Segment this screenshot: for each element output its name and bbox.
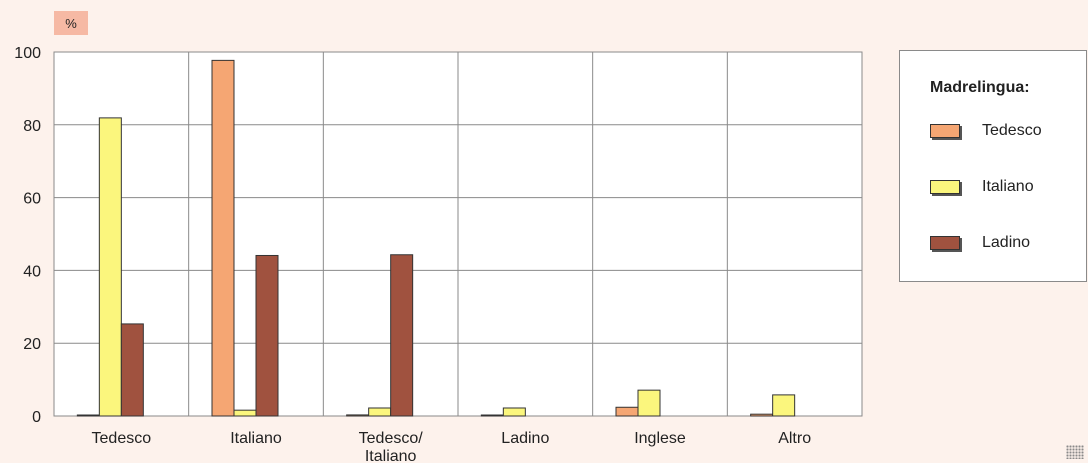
y-tick-label: 40 [23, 263, 41, 280]
bar-italiano-3 [502, 407, 526, 417]
legend-label-tedesco: Tedesco [982, 122, 1042, 139]
x-tick-label: Inglese [634, 430, 686, 447]
y-tick-label: 0 [32, 409, 41, 426]
x-tick-label: Tedesco [92, 430, 152, 447]
y-tick-label: 60 [23, 191, 41, 208]
x-tick-label: Altro [778, 430, 811, 447]
bar-tedesco-0 [76, 414, 100, 417]
legend-item-tedesco: Tedesco [930, 121, 1042, 141]
y-axis-tick-labels: 0 20 40 60 80 100 [14, 45, 41, 426]
legend-label-ladino: Ladino [982, 234, 1031, 251]
bar-tedesco-1 [211, 59, 235, 417]
legend-swatch-ladino [930, 236, 960, 250]
y-tick-label: 80 [23, 118, 41, 135]
legend: Madrelingua: Tedesco Italiano Ladino [899, 50, 1087, 282]
bar-italiano-1 [233, 409, 257, 417]
bar-italiano-0 [98, 117, 122, 417]
legend-label-italiano: Italiano [982, 178, 1034, 195]
bars-group [76, 59, 796, 417]
bar-italiano-2 [368, 407, 392, 417]
bar-tedesco-3 [480, 414, 504, 417]
bar-tedesco-2 [346, 414, 370, 417]
bar-italiano-5 [772, 394, 796, 417]
x-axis-tick-labels: Tedesco Italiano Tedesco/Italiano Ladino Ing… [92, 430, 812, 463]
bar-italiano-4 [637, 389, 661, 417]
bar-ladino-0 [120, 323, 144, 417]
bar-ladino-2 [390, 254, 414, 417]
bar-ladino-1 [255, 254, 279, 417]
legend-swatch-italiano [930, 180, 960, 194]
unit-label: % [54, 11, 88, 35]
gridlines [54, 52, 862, 416]
y-tick-label: 100 [14, 45, 41, 62]
legend-title: Madrelingua: [930, 79, 1030, 96]
bar-tedesco-5 [750, 413, 774, 417]
x-tick-label: Tedesco/Italiano [359, 430, 424, 463]
x-tick-label: Ladino [501, 430, 549, 447]
legend-item-italiano: Italiano [930, 177, 1034, 197]
corner-dots-decoration [1066, 445, 1084, 459]
bar-tedesco-4 [615, 406, 639, 417]
y-tick-label: 20 [23, 336, 41, 353]
x-tick-label: Italiano [230, 430, 282, 447]
legend-item-ladino: Ladino [930, 233, 1030, 253]
legend-swatch-tedesco [930, 124, 960, 138]
